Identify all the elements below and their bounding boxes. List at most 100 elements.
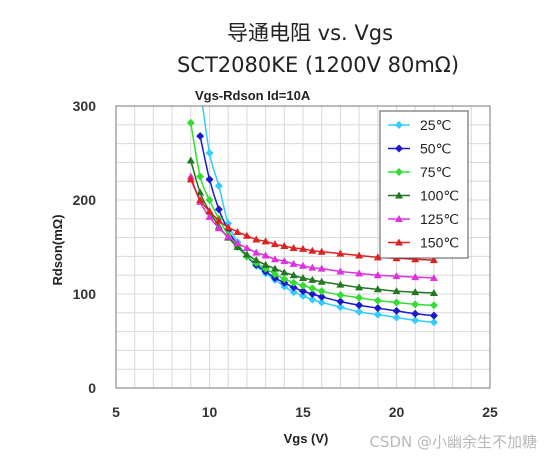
- data-point: [270, 240, 279, 248]
- data-point: [289, 271, 298, 279]
- data-point: [186, 118, 195, 127]
- data-point: [317, 287, 326, 296]
- data-point: [355, 283, 364, 291]
- data-point: [205, 212, 214, 220]
- legend-swatch-marker: [395, 215, 403, 222]
- y-tick-label: 300: [73, 98, 97, 114]
- data-point: [224, 232, 233, 240]
- data-point: [336, 249, 345, 257]
- y-tick-label: 0: [88, 380, 96, 396]
- data-point: [429, 256, 438, 264]
- series-5: [186, 172, 438, 282]
- chart-subtitle: SCT2080KE (1200V 80mΩ): [177, 53, 459, 77]
- series-6: [186, 175, 438, 264]
- data-point: [261, 251, 270, 259]
- data-point: [336, 290, 345, 299]
- plot-frame: [115, 105, 491, 389]
- legend-swatch-marker: [395, 144, 403, 153]
- data-point: [299, 274, 307, 282]
- data-point: [411, 316, 420, 325]
- data-point: [411, 288, 420, 296]
- data-point: [242, 250, 251, 258]
- data-point: [355, 307, 364, 316]
- y-axis-label: Rdson(mΩ): [50, 214, 65, 285]
- data-point: [308, 295, 317, 304]
- data-point: [336, 297, 345, 306]
- data-point: [214, 205, 223, 214]
- data-point: [299, 244, 307, 252]
- data-point: [429, 301, 438, 310]
- legend-swatch-marker: [395, 238, 403, 246]
- data-point: [270, 264, 279, 272]
- data-point: [214, 224, 223, 232]
- data-point: [373, 310, 382, 319]
- data-point: [233, 243, 242, 250]
- data-point: [280, 242, 289, 250]
- data-point: [299, 291, 307, 300]
- data-point: [373, 285, 382, 293]
- legend-entry: 75℃: [420, 164, 451, 180]
- watermark-text: CSDN @小幽余生不加糖: [369, 433, 537, 451]
- chart-title: 导通电阻 vs. Vgs: [227, 21, 393, 45]
- legend-entry: 50℃: [420, 141, 451, 157]
- series-group: [186, 106, 438, 327]
- data-point: [270, 255, 279, 263]
- data-point: [308, 246, 317, 254]
- data-point: [252, 235, 261, 243]
- data-point: [392, 287, 401, 295]
- data-point: [252, 256, 261, 264]
- x-tick-label: 10: [202, 404, 218, 420]
- data-point: [205, 175, 214, 184]
- data-point: [411, 300, 420, 309]
- data-point: [289, 283, 298, 292]
- data-point: [280, 257, 289, 265]
- data-point: [186, 156, 195, 164]
- data-point: [317, 247, 326, 255]
- data-point: [196, 172, 205, 181]
- data-point: [270, 270, 279, 279]
- data-point: [186, 175, 195, 183]
- legend-box: [379, 110, 469, 259]
- data-point: [317, 277, 326, 285]
- data-point: [429, 318, 438, 327]
- data-point: [280, 274, 289, 283]
- data-point: [373, 296, 382, 305]
- data-point: [392, 313, 401, 322]
- legend-swatch-marker: [395, 168, 403, 176]
- data-point: [242, 243, 251, 251]
- data-point: [289, 288, 298, 297]
- legend-entry: 25℃: [420, 117, 451, 133]
- data-point: [392, 272, 401, 280]
- data-point: [336, 267, 345, 275]
- data-point: [373, 271, 382, 279]
- data-point: [429, 311, 438, 320]
- data-point: [429, 289, 438, 297]
- data-point: [242, 231, 251, 239]
- data-point: [355, 269, 364, 277]
- data-point: [214, 181, 223, 190]
- data-point: [308, 284, 317, 293]
- data-point: [224, 223, 233, 231]
- x-tick-label: 5: [112, 404, 120, 420]
- data-point: [233, 239, 242, 247]
- data-point: [373, 253, 382, 261]
- data-point: [355, 251, 364, 259]
- data-point: [392, 298, 401, 307]
- x-axis-label: Vgs (V): [284, 431, 329, 446]
- data-point: [205, 196, 214, 204]
- legend-swatch-marker: [395, 121, 403, 129]
- data-point: [317, 298, 326, 307]
- data-point: [289, 243, 298, 251]
- legend-entry: 100℃: [420, 188, 459, 204]
- x-tick-label: 20: [389, 404, 405, 420]
- data-point: [289, 278, 298, 287]
- data-point: [317, 292, 326, 301]
- data-point: [308, 263, 317, 271]
- data-point: [289, 259, 298, 267]
- legend: 25℃ 50℃ 75℃ 100℃ 125℃ 150℃: [379, 110, 469, 259]
- data-point: [429, 274, 438, 282]
- y-tick-label: 200: [73, 192, 97, 208]
- data-point: [299, 287, 307, 296]
